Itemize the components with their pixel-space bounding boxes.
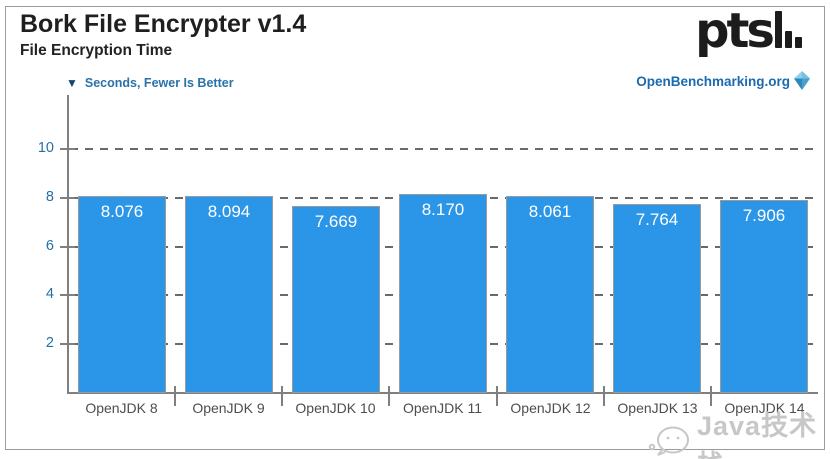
pts-logo-bar-icon [795, 37, 802, 48]
openbenchmarking-link[interactable]: OpenBenchmarking.org [636, 73, 790, 89]
x-axis-line [68, 392, 818, 394]
pts-logo-bar-icon [785, 31, 792, 48]
bar: 8.094 [185, 196, 273, 393]
bar-value-label: 7.669 [314, 212, 358, 231]
y-axis-tick-label: 4 [45, 286, 54, 303]
watermark-text: Java技术栈 [697, 411, 818, 459]
chart-subtitle: File Encryption Time [20, 42, 173, 59]
x-axis-label: OpenJDK 10 [295, 400, 376, 416]
bar: 8.061 [506, 196, 594, 393]
bar: 8.170 [399, 194, 487, 393]
x-axis-label: OpenJDK 12 [510, 400, 591, 416]
x-axis-label: OpenJDK 11 [402, 400, 483, 416]
legend: ▼ Seconds, Fewer Is Better [66, 76, 234, 90]
page-title: Bork File Encrypter v1.4 [20, 10, 307, 38]
y-axis-line [67, 95, 69, 394]
pts-logo: pts [676, 2, 816, 64]
x-axis-tick [603, 386, 605, 406]
x-axis-tick [388, 386, 390, 406]
bar-value-label: 8.170 [421, 200, 465, 219]
bar-value-label: 8.094 [207, 202, 251, 221]
y-axis-tick-label: 8 [45, 188, 54, 205]
bar-value-label: 8.076 [100, 202, 144, 221]
pts-logo-text: pts [695, 3, 775, 59]
watermark: Java技术栈 [648, 404, 830, 459]
x-axis-label: OpenJDK 13 [617, 400, 698, 416]
legend-label: Seconds, Fewer Is Better [84, 76, 234, 90]
gridline [70, 148, 818, 150]
x-axis-label: OpenJDK 8 [85, 400, 158, 416]
x-axis-tick [496, 386, 498, 406]
x-axis-label: OpenJDK 9 [192, 400, 265, 416]
openbenchmarking-branding: OpenBenchmarking.org [636, 71, 810, 91]
bar: 8.076 [78, 196, 166, 393]
pts-logo-bar-icon [775, 11, 782, 48]
bar-value-label: 8.061 [528, 202, 572, 221]
bar: 7.764 [613, 204, 701, 393]
x-axis-label: OpenJDK 14 [724, 400, 805, 416]
openbenchmarking-gem-icon [794, 71, 810, 91]
bar: 7.906 [720, 200, 808, 393]
y-axis-tick-label: 6 [45, 237, 54, 254]
x-axis-tick [710, 386, 712, 406]
y-axis-tick-label: 10 [37, 140, 54, 156]
bar: 7.669 [292, 206, 380, 393]
fewer-is-better-arrow-icon: ▼ [66, 76, 78, 90]
bar-value-label: 7.764 [635, 210, 679, 229]
bar-value-label: 7.906 [742, 206, 786, 225]
wechat-bubble-icon [648, 425, 692, 459]
x-axis-tick [281, 386, 283, 406]
x-axis-tick [174, 386, 176, 406]
y-axis-tick-label: 2 [45, 335, 54, 352]
